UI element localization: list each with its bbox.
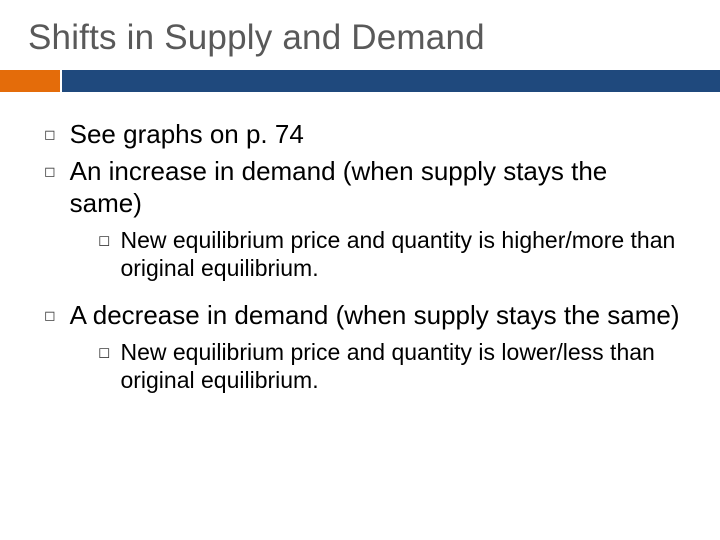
content-area: ◻ See graphs on p. 74 ◻ An increase in d… bbox=[44, 118, 684, 411]
rule-accent bbox=[0, 70, 60, 92]
square-bullet-icon: ◻ bbox=[98, 231, 110, 249]
slide: Shifts in Supply and Demand ◻ See graphs… bbox=[0, 0, 720, 540]
title-rule bbox=[0, 70, 720, 92]
bullet-item-2: ◻ An increase in demand (when supply sta… bbox=[44, 155, 684, 220]
square-bullet-icon: ◻ bbox=[44, 126, 56, 143]
sub-bullet-group-1: ◻ New equilibrium price and quantity is … bbox=[98, 226, 684, 284]
bullet-text: An increase in demand (when supply stays… bbox=[70, 155, 684, 220]
rule-bar bbox=[62, 70, 720, 92]
sub-bullet-text: New equilibrium price and quantity is hi… bbox=[120, 226, 684, 284]
sub-bullet-text: New equilibrium price and quantity is lo… bbox=[120, 338, 684, 396]
bullet-text: See graphs on p. 74 bbox=[70, 118, 304, 151]
bullet-text: A decrease in demand (when supply stays … bbox=[70, 299, 680, 332]
bullet-item-1: ◻ See graphs on p. 74 bbox=[44, 118, 684, 151]
square-bullet-icon: ◻ bbox=[98, 343, 110, 361]
square-bullet-icon: ◻ bbox=[44, 163, 56, 180]
sub-bullet-item: ◻ New equilibrium price and quantity is … bbox=[98, 338, 684, 396]
square-bullet-icon: ◻ bbox=[44, 307, 56, 324]
bullet-item-3: ◻ A decrease in demand (when supply stay… bbox=[44, 299, 684, 332]
sub-bullet-item: ◻ New equilibrium price and quantity is … bbox=[98, 226, 684, 284]
slide-title: Shifts in Supply and Demand bbox=[28, 18, 692, 58]
sub-bullet-group-2: ◻ New equilibrium price and quantity is … bbox=[98, 338, 684, 396]
